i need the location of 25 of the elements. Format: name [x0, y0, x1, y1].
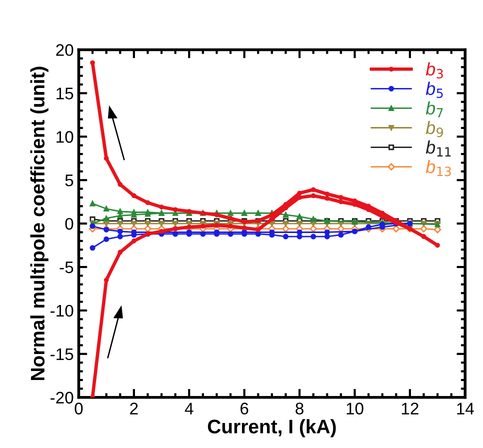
legend-label: b$_{11}$: [426, 140, 451, 156]
y-axis-title: Normal multipole coefficient (unit): [30, 66, 48, 380]
legend-label: b$_{5}$: [426, 82, 443, 98]
x-tick-label: 0: [74, 402, 83, 414]
legend-label: b$_{9}$: [426, 120, 443, 138]
y-tick-label: 5: [65, 174, 74, 186]
legend-label: b$_{13}$: [426, 160, 451, 176]
x-tick-label: 12: [402, 402, 418, 414]
y-tick-label: -10: [50, 304, 74, 317]
y-tick-label: -20: [50, 392, 74, 404]
legend-label: b$_{3}$: [426, 62, 443, 78]
y-tick-label: 10: [56, 131, 74, 143]
x-tick-label: 8: [296, 402, 304, 414]
legend-label: b$_{7}$: [426, 101, 443, 118]
y-tick-label: 20: [56, 44, 74, 56]
y-tick-label: 0: [65, 218, 74, 230]
x-tick-label: 14: [457, 402, 474, 414]
x-tick-label: 2: [130, 402, 138, 414]
x-tick-label: 4: [184, 402, 194, 414]
x-axis-title: Current, I (kA): [208, 419, 336, 438]
y-tick-label: -5: [60, 262, 74, 274]
x-tick-label: 10: [346, 402, 364, 414]
x-tick-label: 6: [240, 402, 248, 414]
y-tick-label: -15: [50, 348, 74, 360]
y-tick-label: 15: [56, 88, 74, 100]
